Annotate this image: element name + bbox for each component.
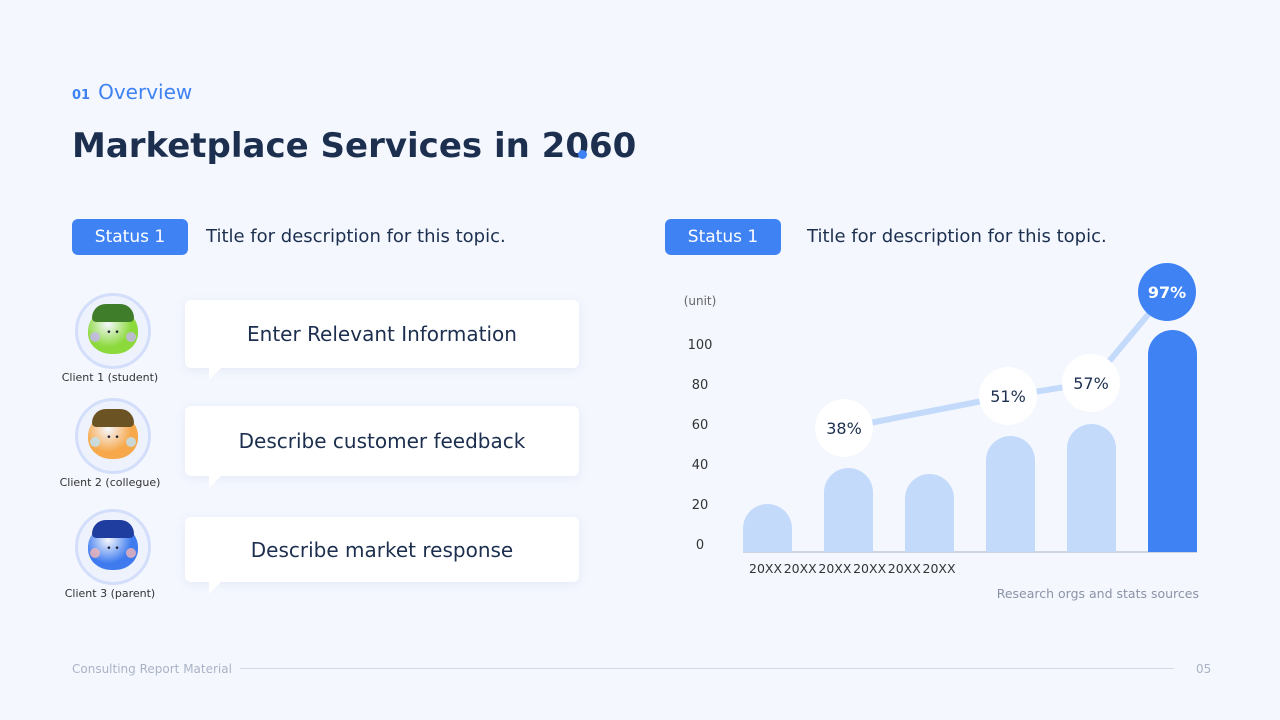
speech-bubble: Describe market response [185,517,579,594]
trend-line [843,290,1170,431]
client-label: Client 3 (parent) [64,587,156,600]
title-dot [578,150,587,159]
y-tick-label: 0 [696,538,704,553]
status-badge: Status 1 [665,219,781,255]
y-tick-label: 40 [692,458,709,473]
x-tick-label: 20XX [923,561,956,576]
client-label: Client 2 (collegue) [59,476,161,489]
footer-divider [240,668,1174,669]
message-prefix: Enter [247,322,308,346]
y-tick-label: 80 [692,378,709,393]
value-label: 38% [826,419,862,438]
y-tick-label: 20 [692,498,709,513]
source-note: Research orgs and stats sources [997,586,1199,601]
value-label: 51% [990,387,1026,406]
client-avatar: • • [75,509,151,585]
client-label: Client 1 (student) [61,371,159,384]
footer-text: Consulting Report Material [72,662,232,676]
value-label: 97% [1148,283,1186,302]
unit-label: (unit) [684,294,717,308]
x-tick-label: 20XX [818,561,851,576]
section-name: Overview [98,80,193,104]
section-label: 01 Overview [72,80,192,104]
message-text: Describe customer feedback [238,429,526,453]
speech-bubble: Describe customer feedback [185,406,579,488]
x-tick-label: 20XX [888,561,921,576]
bar [985,435,1035,552]
status-badge: Status 1 [72,219,188,255]
bar [1148,329,1197,552]
x-tick-label: 20XX [749,561,782,576]
face-icon: • • [88,520,138,570]
bar [824,468,873,552]
message-text: Relevant Information [307,322,517,346]
value-bubble [815,399,873,457]
message-text: Describe market response [250,537,514,562]
value-bubble [1062,354,1120,412]
value-bubble [1138,263,1196,321]
section-number: 01 [72,88,91,103]
x-tick-label: 20XX [853,561,886,576]
page-number: 05 [1196,662,1212,676]
bar [743,504,792,552]
client-avatar: • • [75,293,151,369]
bar [1067,424,1116,552]
y-tick-label: 60 [692,418,709,433]
left-topic-title: Title for description for this topic. [206,226,506,247]
right-topic-title: Title for description for this topic. [807,226,1107,247]
speech-bubble: Enter Relevant Information [185,300,579,380]
y-tick-label: 100 [688,338,713,353]
value-bubble [979,367,1037,425]
bar [905,474,954,552]
x-tick-label: 20XX [784,561,817,576]
client-avatar: • • [75,398,151,474]
value-label: 57% [1073,374,1109,393]
face-icon: • • [88,409,138,459]
face-icon: • • [88,304,138,354]
page-title: Marketplace Services in 2060 [72,126,637,166]
